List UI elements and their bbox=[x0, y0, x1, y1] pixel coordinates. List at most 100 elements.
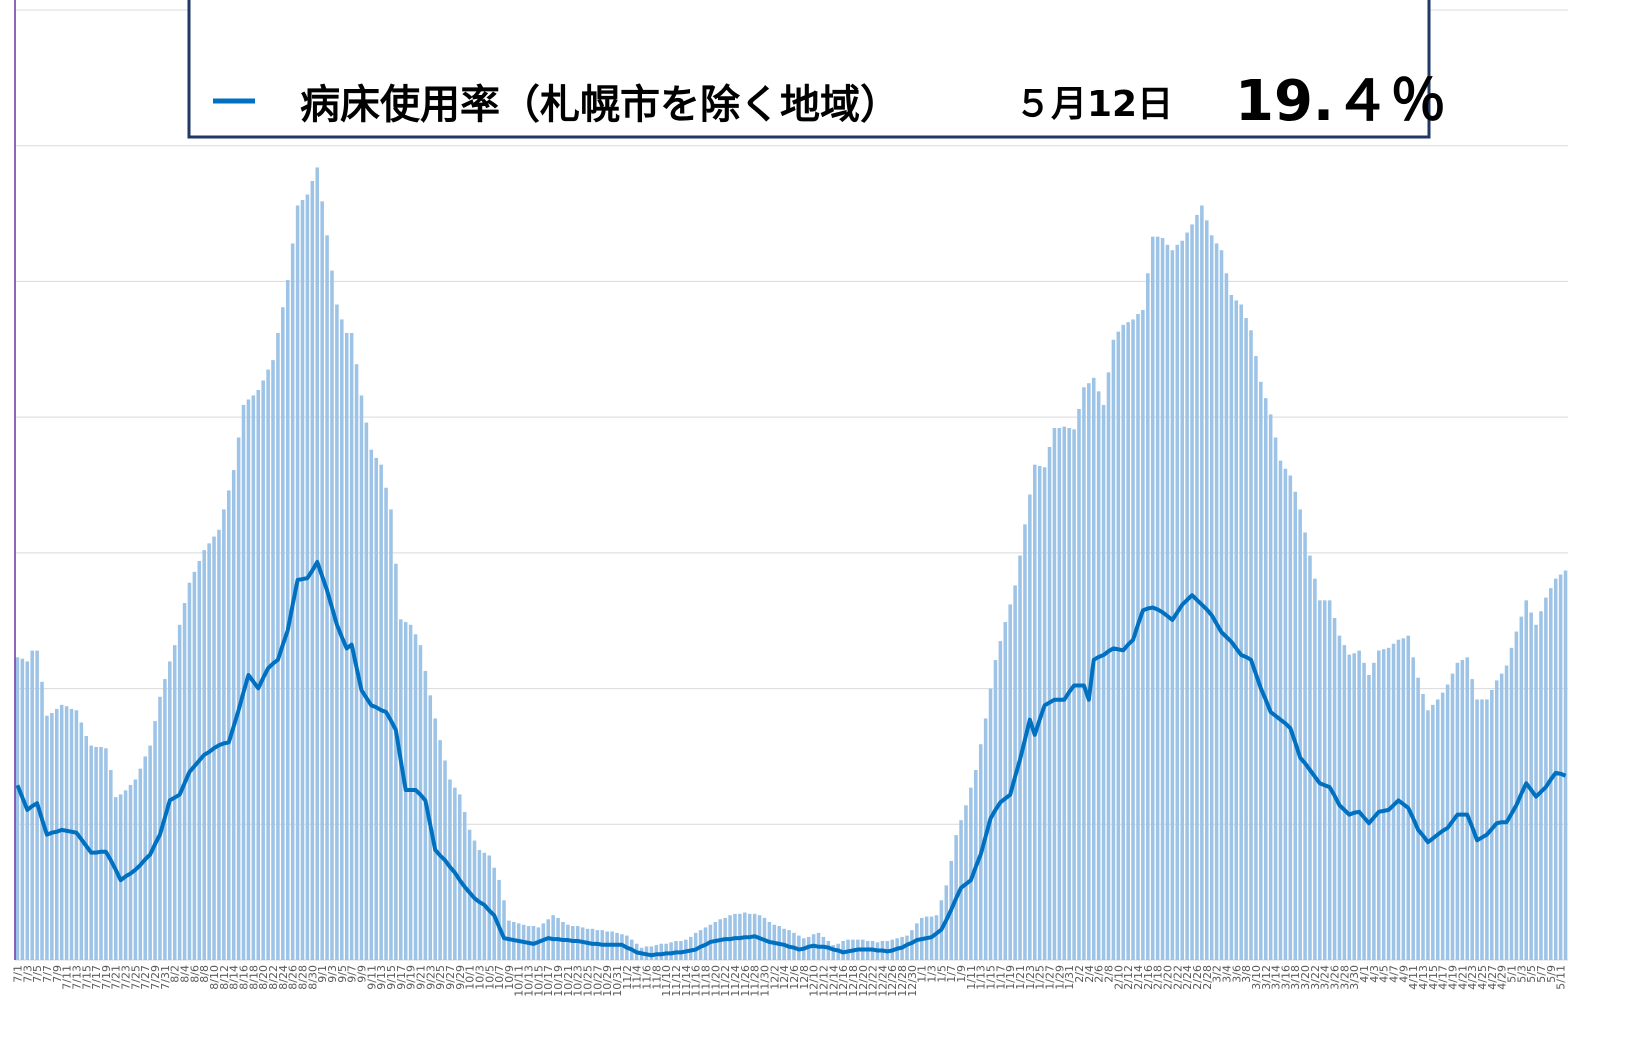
x-tick-label: 2/14 bbox=[1132, 965, 1145, 990]
bar bbox=[1499, 673, 1504, 960]
bar bbox=[1062, 426, 1067, 961]
x-tick-label: 1/13 bbox=[975, 965, 988, 990]
bar bbox=[693, 932, 698, 960]
x-tick-label: 3/20 bbox=[1299, 965, 1312, 990]
bar bbox=[1381, 649, 1386, 960]
x-tick-label: 1/31 bbox=[1063, 965, 1076, 990]
bar bbox=[1033, 464, 1037, 960]
bar bbox=[1283, 468, 1288, 960]
x-tick-label: 1/15 bbox=[985, 965, 998, 990]
x-tick-label: 2/4 bbox=[1083, 965, 1096, 983]
x-tick-label: 11/10 bbox=[660, 965, 673, 997]
x-tick-label: 3/26 bbox=[1329, 965, 1342, 990]
x-tick-label: 3/10 bbox=[1250, 965, 1263, 990]
bar bbox=[1524, 600, 1528, 960]
bar bbox=[1485, 699, 1489, 960]
x-tick-label: 2/24 bbox=[1181, 965, 1194, 990]
x-tick-label: 9/9 bbox=[355, 965, 368, 983]
bar bbox=[1504, 665, 1509, 960]
bar bbox=[438, 740, 442, 960]
x-tick-label: 3/2 bbox=[1211, 965, 1224, 983]
x-tick-label: 9/29 bbox=[454, 965, 467, 990]
x-tick-label: 3/12 bbox=[1260, 965, 1273, 990]
x-tick-label: 5/9 bbox=[1545, 965, 1558, 983]
x-tick-label: 7/31 bbox=[159, 965, 172, 990]
bar bbox=[1288, 475, 1293, 960]
bar bbox=[384, 487, 388, 960]
x-tick-label: 7/5 bbox=[31, 965, 44, 983]
x-tick-label: 8/2 bbox=[169, 965, 182, 983]
x-tick-label: 10/13 bbox=[523, 965, 536, 997]
x-tick-label: 3/18 bbox=[1289, 965, 1302, 990]
bar bbox=[1037, 466, 1042, 960]
x-tick-label: 1/5 bbox=[935, 965, 948, 983]
bar bbox=[566, 924, 570, 960]
bar bbox=[423, 670, 428, 960]
bar bbox=[1249, 330, 1253, 960]
bar bbox=[1150, 236, 1155, 961]
bar bbox=[379, 464, 383, 960]
x-tick-label: 8/16 bbox=[238, 965, 251, 990]
bar bbox=[1372, 662, 1376, 960]
x-tick-label: 1/3 bbox=[926, 965, 939, 983]
bar bbox=[1205, 220, 1209, 960]
x-tick-label: 10/11 bbox=[513, 965, 526, 997]
bar bbox=[1293, 491, 1298, 960]
bar bbox=[261, 380, 265, 960]
bar bbox=[659, 943, 664, 960]
x-tick-label: 11/6 bbox=[641, 965, 654, 990]
x-tick-label: 7/3 bbox=[21, 965, 34, 983]
bar bbox=[394, 563, 398, 960]
bar bbox=[1106, 372, 1111, 960]
bar bbox=[1219, 250, 1224, 960]
bar bbox=[1052, 428, 1057, 960]
bar bbox=[1553, 578, 1558, 960]
x-tick-label: 4/5 bbox=[1378, 965, 1391, 983]
bar bbox=[231, 470, 236, 960]
bar bbox=[1096, 391, 1101, 960]
x-tick-label: 10/27 bbox=[591, 965, 604, 997]
x-tick-label: 8/14 bbox=[228, 965, 241, 990]
bar bbox=[1337, 635, 1342, 960]
x-tick-label: 4/25 bbox=[1476, 965, 1489, 990]
x-tick-label: 12/6 bbox=[788, 965, 801, 990]
bar bbox=[1357, 650, 1361, 960]
x-tick-label: 9/13 bbox=[375, 965, 388, 990]
x-tick-label: 3/8 bbox=[1240, 965, 1253, 983]
x-tick-label: 9/15 bbox=[385, 965, 398, 990]
bar bbox=[1411, 657, 1415, 960]
bar bbox=[1563, 570, 1568, 960]
bar bbox=[64, 706, 69, 960]
bar bbox=[571, 926, 575, 960]
x-tick-label: 4/27 bbox=[1486, 965, 1499, 990]
legend-box bbox=[187, 0, 1431, 139]
bar bbox=[1465, 657, 1470, 960]
x-tick-label: 11/30 bbox=[758, 965, 771, 997]
x-tick-label: 8/10 bbox=[208, 965, 221, 990]
x-tick-label: 2/22 bbox=[1171, 965, 1184, 990]
x-tick-label: 7/21 bbox=[110, 965, 123, 990]
x-tick-label: 8/30 bbox=[306, 965, 319, 990]
bar bbox=[1347, 654, 1352, 960]
x-tick-label: 7/25 bbox=[129, 965, 142, 990]
x-tick-label: 2/18 bbox=[1152, 965, 1165, 990]
x-tick-label: 8/28 bbox=[297, 965, 310, 990]
bar bbox=[1539, 611, 1543, 960]
bar bbox=[1165, 244, 1170, 961]
bar bbox=[168, 661, 172, 960]
bar bbox=[413, 634, 418, 960]
bar bbox=[1440, 692, 1445, 960]
bar bbox=[1175, 244, 1180, 961]
bar bbox=[251, 395, 256, 960]
bar bbox=[1426, 710, 1430, 960]
x-tick-label: 12/10 bbox=[808, 965, 821, 997]
bar bbox=[1455, 662, 1460, 960]
x-tick-label: 3/4 bbox=[1220, 965, 1233, 983]
x-tick-label: 7/29 bbox=[149, 965, 162, 990]
bar bbox=[69, 708, 74, 960]
x-tick-label: 4/13 bbox=[1417, 965, 1430, 990]
bar bbox=[1386, 647, 1391, 960]
x-tick-label: 11/18 bbox=[699, 965, 712, 997]
x-tick-label: 2/28 bbox=[1201, 965, 1214, 990]
